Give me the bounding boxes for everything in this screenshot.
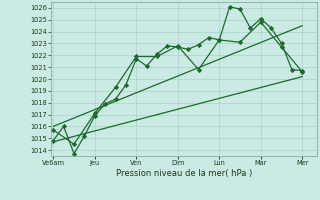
X-axis label: Pression niveau de la mer( hPa ): Pression niveau de la mer( hPa ) [116, 169, 252, 178]
